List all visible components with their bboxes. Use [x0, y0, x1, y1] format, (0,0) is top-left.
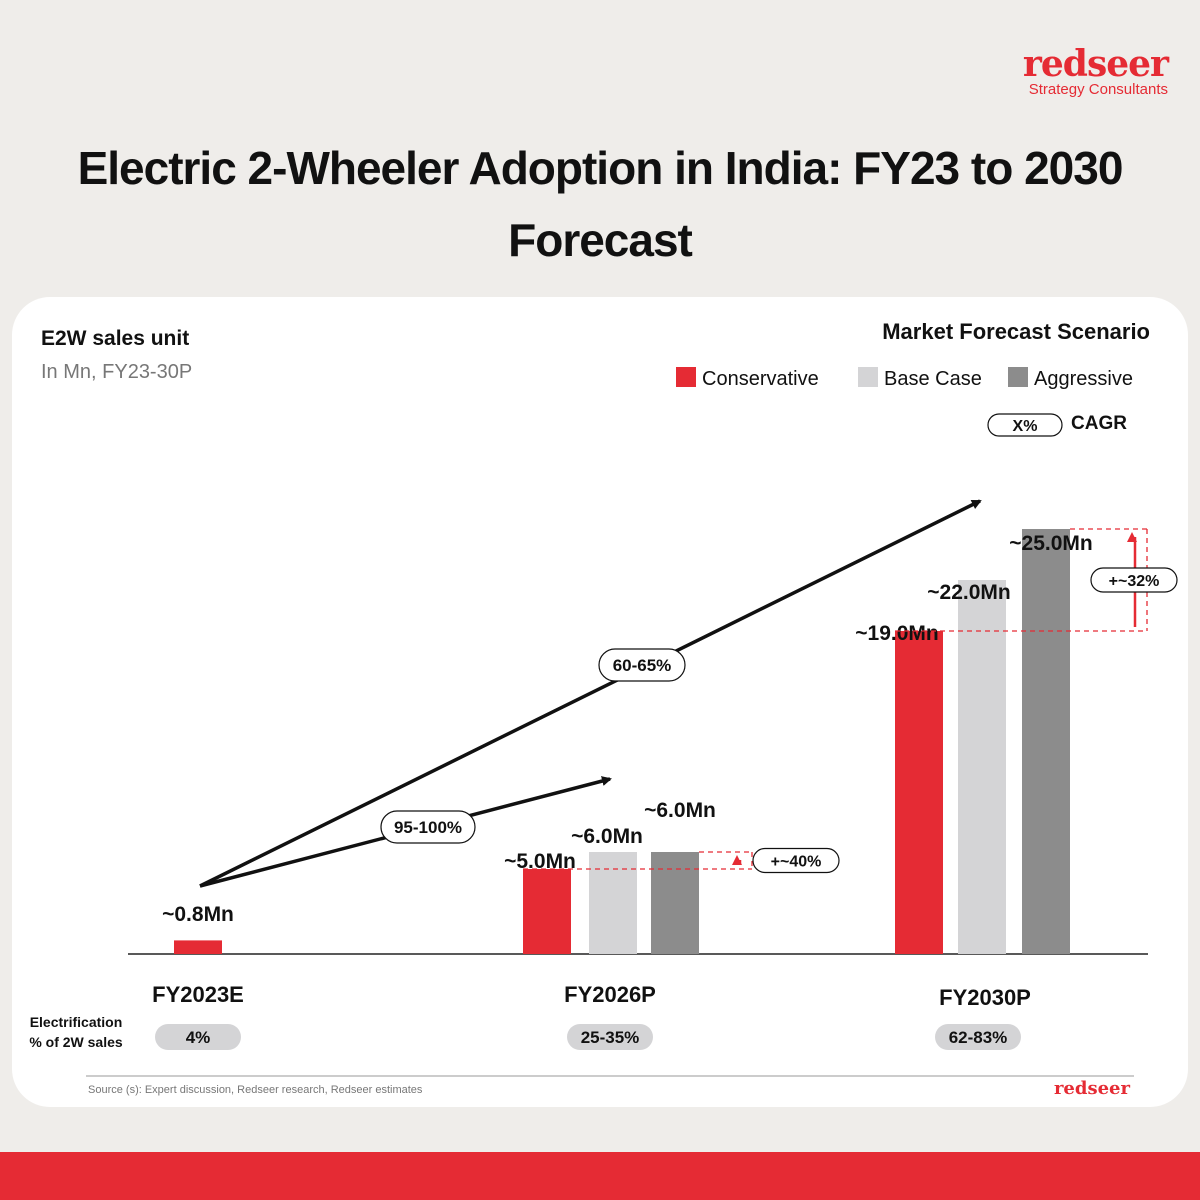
- cagr-legend-badge-bg: [987, 413, 1063, 437]
- footer-bar: [0, 1152, 1200, 1200]
- legend-title: Market Forecast Scenario: [882, 319, 1150, 344]
- chart-card: E2W sales unit In Mn, FY23-30P Market Fore…: [12, 297, 1188, 1107]
- electrification-pill-2: 62-83%: [949, 1028, 1008, 1047]
- category-label-FY2030P: FY2030P: [939, 985, 1031, 1010]
- cagr-badge-fy26: 95-100%: [394, 818, 462, 837]
- bar-FY2026P-2: [651, 852, 699, 954]
- cagr-badge-fy30: 60-65%: [613, 656, 672, 675]
- cagr-legend-badge: X%: [1013, 418, 1038, 435]
- legend-label-2: Aggressive: [1034, 368, 1133, 390]
- bar-FY2023E-0: [174, 940, 222, 954]
- value-label-FY2023E-0: ~0.8Mn: [162, 903, 234, 926]
- legend-swatch-0: [676, 367, 696, 387]
- chart-subtitle: E2W sales unit: [41, 327, 189, 350]
- electrification-sublabel: % of 2W sales: [29, 1034, 123, 1050]
- bar-FY2030P-1: [958, 580, 1006, 954]
- value-label-FY2026P-0: ~5.0Mn: [504, 850, 576, 873]
- cagr-badge-fy26-bg: [380, 810, 476, 844]
- legend-swatch-1: [858, 367, 878, 387]
- bar-FY2026P-0: [523, 869, 571, 954]
- page-title: Electric 2-Wheeler Adoption in India: FY…: [77, 142, 1124, 266]
- source-note: Source (s): Expert discussion, Redseer r…: [88, 1084, 423, 1096]
- electrification-pill-2-bg: [935, 1024, 1021, 1050]
- bar-FY2026P-1: [589, 852, 637, 954]
- legend-swatch-2: [1008, 367, 1028, 387]
- cagr-legend-label: CAGR: [1071, 413, 1127, 434]
- uplift-badge-1-bg: [1090, 567, 1178, 593]
- brand-name: redseer: [1022, 43, 1169, 85]
- brand-logo: redseer Strategy Consultants: [1022, 43, 1169, 98]
- category-label-FY2023E: FY2023E: [152, 982, 244, 1007]
- legend-label-0: Conservative: [702, 368, 819, 390]
- category-label-FY2026P: FY2026P: [564, 982, 656, 1007]
- electrification-pill-0: 4%: [186, 1028, 211, 1047]
- legend-label-1: Base Case: [884, 368, 982, 390]
- value-label-FY2030P-0: ~19.0Mn: [855, 622, 938, 645]
- uplift-badge-0: +~40%: [771, 854, 822, 871]
- uplift-badge-0-bg: [752, 847, 840, 874]
- cagr-badge-fy30-bg: [598, 648, 686, 682]
- bar-FY2030P-2: [1022, 529, 1070, 954]
- chart-canvas: E2W sales unit In Mn, FY23-30P Market Fore…: [29, 319, 1178, 1099]
- chart-unit-note: In Mn, FY23-30P: [41, 361, 192, 383]
- electrification-pill-1: 25-35%: [581, 1028, 640, 1047]
- value-label-FY2026P-1: ~6.0Mn: [571, 825, 643, 848]
- value-label-FY2026P-2: ~6.0Mn: [644, 799, 716, 822]
- value-label-FY2030P-2: ~25.0Mn: [1009, 532, 1092, 555]
- bar-FY2030P-0: [895, 631, 943, 954]
- electrification-pill-1-bg: [567, 1024, 653, 1050]
- electrification-pill-0-bg: [155, 1024, 241, 1050]
- uplift-badge-1: +~32%: [1109, 573, 1160, 590]
- footer-logo: redseer: [1054, 1078, 1131, 1099]
- value-label-FY2030P-1: ~22.0Mn: [927, 581, 1010, 604]
- electrification-label: Electrification: [30, 1014, 123, 1030]
- brand-tagline: Strategy Consultants: [1028, 81, 1168, 98]
- cagr-arrow-fy30: [199, 499, 982, 888]
